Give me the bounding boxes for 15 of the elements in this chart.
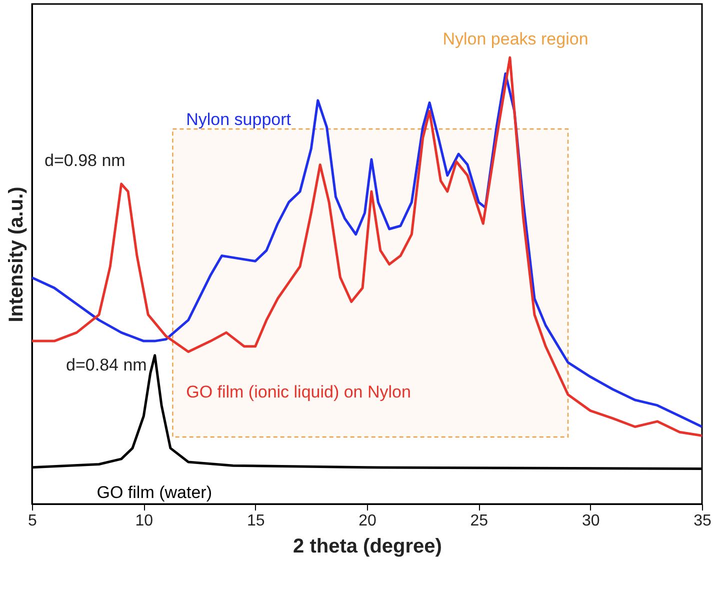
annotation: d=0.84 nm (66, 355, 147, 374)
series-label: GO film (ionic liquid) on Nylon (186, 382, 411, 402)
x-axis-title: 2 theta (degree) (293, 536, 442, 558)
series-label: Nylon support (186, 110, 292, 130)
x-tick-label: 10 (135, 512, 154, 530)
x-tick-label: 5 (28, 512, 38, 530)
band-label: Nylon peaks region (442, 30, 588, 49)
x-tick-label: 15 (246, 512, 265, 530)
x-tick-label: 35 (694, 512, 712, 530)
x-tick-label: 20 (358, 512, 376, 530)
annotation: d=0.98 nm (44, 150, 126, 170)
x-tick-label: 30 (582, 512, 600, 530)
y-axis-title: Intensity (a.u.) (6, 186, 28, 322)
x-tick-label: 25 (470, 512, 488, 530)
series-label: GO film (water) (96, 482, 212, 502)
